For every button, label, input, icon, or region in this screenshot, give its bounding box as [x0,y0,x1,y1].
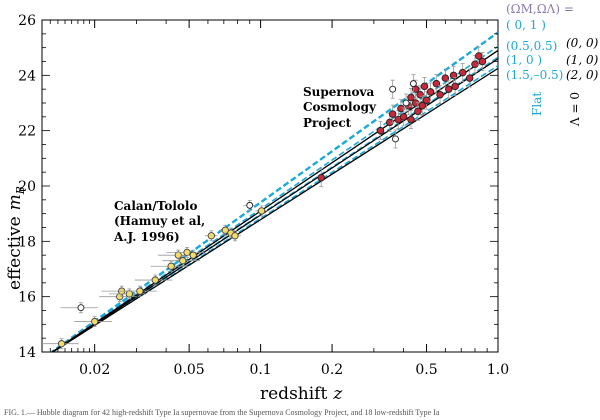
x-tick-label: 0.05 [174,362,205,378]
x-axis-label-text: redshift [260,384,327,404]
data-point [183,248,191,257]
data-point [418,102,427,110]
data-point [388,110,397,118]
model-line [51,67,498,352]
x-tick-label: 0.5 [415,362,437,378]
legend-flat-entry-2: (0.5,0.5) [506,39,557,53]
data-point [151,276,159,284]
data-point [246,201,254,209]
y-tick-label: 18 [18,234,36,250]
x-tick-label: 0.1 [249,362,271,378]
data-point [257,207,266,215]
x-axis-label: redshift z [260,384,343,404]
data-point [386,118,394,127]
data-point [478,57,487,66]
scp-label-line2: Cosmology [303,100,377,114]
data-point [57,340,66,348]
legend-flat-entry-4: (1.5,–0.5) [506,68,563,82]
data-point [91,317,99,326]
data-point [399,113,408,121]
data-point [77,304,85,312]
calan-label-line3: A.J. 1996) [113,230,180,244]
data-point [465,74,474,82]
data-point [179,257,187,265]
y-tick-label: 26 [18,13,36,29]
calan-label-line1: Calan/Tololo [114,199,197,213]
data-point [441,74,450,82]
data-points [42,46,487,350]
x-tick-label: 1.0 [487,362,509,378]
data-point [451,82,459,91]
data-point [221,226,229,234]
y-axis-label-var: m [5,194,25,210]
y-tick-label: 20 [18,179,36,195]
data-point [426,88,435,96]
model-line [49,31,498,352]
data-point [389,85,397,93]
y-tick-label: 24 [18,68,36,84]
data-point [207,232,215,240]
data-point [136,287,144,295]
plot-frame [41,19,499,353]
plot-area [41,19,499,353]
data-point [409,80,417,88]
x-tick-label: 0.02 [79,362,110,378]
data-point [402,99,410,107]
data-point [411,99,420,107]
data-point [444,85,453,93]
data-point [449,71,458,80]
legend-header: (ΩM,ΩΛ) = [506,2,574,16]
legend-lambda0-entry-1: (0, 0) [566,36,599,50]
legend-flat-entry-3: (1, 0 ) [506,53,542,67]
data-point [407,115,415,124]
data-point [392,135,399,143]
legend-lambda0-entry-3: (2, 0) [566,68,599,82]
y-tick-label: 22 [18,124,36,140]
scp-label-line1: Supernova [303,85,374,99]
y-axis-label: effective mB [5,186,27,290]
scp-label-line3: Project [303,116,352,130]
axis-ticks: 0.02 0.05 0.1 0.2 0.5 1.0 14 16 18 20 22 24 26 [18,13,509,378]
data-point [471,60,479,69]
legend-flat-label: Flat [530,92,544,116]
model-line [51,58,498,352]
data-point [407,93,415,102]
data-point [317,173,325,182]
legend-lambda0-label: Λ = 0 [568,92,582,127]
y-tick-label: 16 [18,290,36,306]
y-tick-label: 14 [18,345,36,361]
calan-label-line2: (Hamuy et al, [114,214,205,228]
data-point [376,126,385,135]
data-point [420,82,429,91]
x-tick-label: 0.2 [321,362,343,378]
data-point [432,79,441,88]
model-line [51,49,498,352]
data-point [414,107,422,116]
data-point [397,104,405,113]
data-point [174,251,182,259]
data-point [125,290,134,298]
model-lines [49,31,498,352]
x-axis-label-var: z [332,384,343,404]
data-point [189,251,197,259]
y-axis-label-text: effective [5,216,25,290]
data-point [231,232,239,240]
data-point [458,68,467,77]
legend-flat-entry-1: ( 0, 1 ) [506,18,546,32]
data-point [167,262,175,270]
y-axis-label-sub: B [14,186,27,195]
figure-caption: FIG. 1.— Hubble diagram for 42 high-reds… [4,408,440,417]
data-point [422,96,431,104]
data-point [436,90,444,99]
legend-lambda0-entry-2: (1, 0) [566,53,599,67]
data-point [416,90,424,99]
